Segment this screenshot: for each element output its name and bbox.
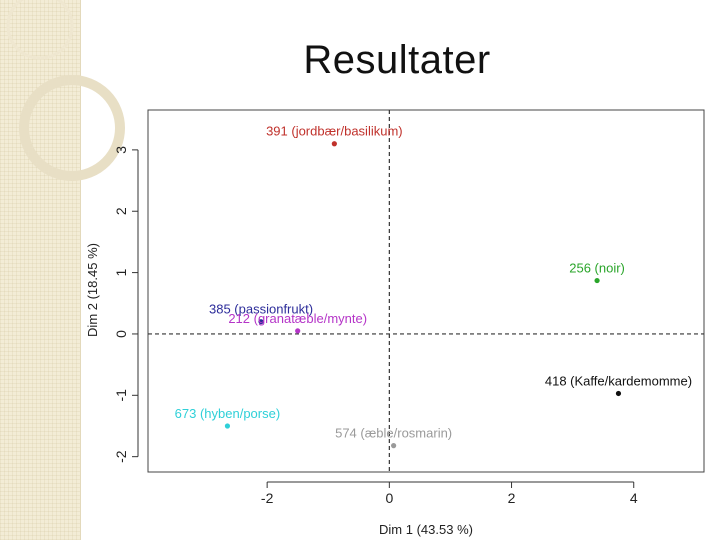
data-point-label: 385 (passionfrukt) — [209, 302, 313, 317]
y-tick-label: 1 — [113, 268, 129, 276]
data-point — [391, 443, 397, 449]
data-point-label: 256 (noir) — [569, 261, 625, 276]
y-axis-label: Dim 2 (18.45 %) — [85, 243, 100, 337]
data-point-label: 418 (Kaffe/kardemomme) — [545, 373, 692, 388]
y-tick-label: -1 — [113, 389, 129, 402]
y-axis: -2 -1 0 1 2 3 — [113, 146, 139, 463]
y-tick-label: 3 — [113, 146, 129, 154]
x-tick-label: 4 — [630, 490, 638, 506]
plot-frame — [147, 109, 705, 473]
deco-circle-small — [6, 0, 74, 60]
data-point-label: 574 (æble/rosmarin) — [335, 426, 452, 441]
data-point — [594, 277, 600, 284]
data-point — [615, 390, 622, 397]
y-tick-label: -2 — [113, 450, 129, 463]
data-point — [331, 141, 337, 147]
deco-circle-large — [19, 75, 125, 181]
data-point-label: 673 (hyben/porse) — [175, 406, 281, 421]
x-tick-label: -2 — [261, 490, 274, 506]
data-point — [224, 423, 231, 429]
y-tick-label: 0 — [113, 330, 129, 338]
data-points: 391 (jordbær/basilikum) 256 (noir) 385 (pa… — [175, 124, 692, 449]
data-point — [295, 328, 301, 334]
decorative-circles — [6, 0, 125, 181]
x-axis: -2 0 2 4 — [261, 481, 638, 506]
slide-title: Resultater — [303, 38, 491, 82]
x-tick-label: 2 — [508, 490, 516, 506]
data-point-label: 391 (jordbær/basilikum) — [266, 124, 403, 139]
y-tick-label: 2 — [113, 207, 129, 215]
data-point — [258, 319, 264, 325]
x-tick-label: 0 — [385, 490, 393, 506]
x-axis-label: Dim 1 (43.53 %) — [379, 522, 473, 537]
data-point-label: 212 (granatæble/mynte) — [228, 311, 367, 326]
